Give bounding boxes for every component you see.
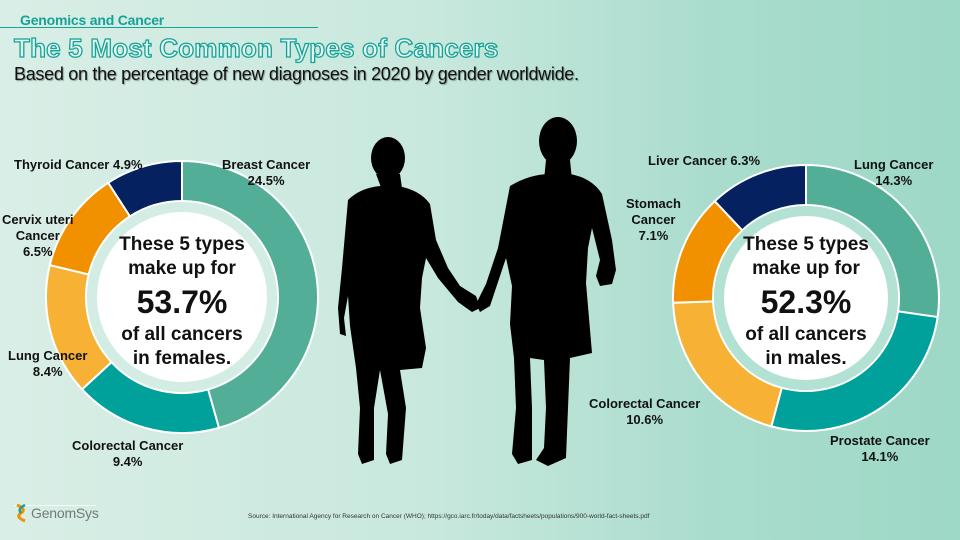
male-center-line3: of all cancers — [745, 324, 867, 345]
logo-text: GenomSys — [31, 505, 99, 521]
label-breast-cancer: Breast Cancer 24.5% — [222, 157, 311, 188]
female-center-line3: of all cancers — [121, 324, 243, 345]
page-subtitle: Based on the percentage of new diagnoses… — [14, 64, 579, 84]
couple-silhouette — [330, 108, 620, 478]
female-donut-svg — [45, 160, 319, 434]
female-total-percent: 53.7% — [136, 284, 228, 320]
label-lung-cancer-male: Lung Cancer 14.3% — [854, 157, 934, 188]
source-citation: Source: International Agency for Researc… — [248, 513, 650, 520]
logo-divider — [14, 505, 96, 506]
male-total-percent: 52.3% — [760, 284, 852, 320]
kicker-divider — [0, 27, 318, 28]
label-lung-cancer-female: Lung Cancer 8.4% — [8, 348, 88, 379]
female-donut-chart — [45, 160, 319, 434]
female-center-line1: These 5 types — [119, 234, 245, 255]
label-colorectal-cancer-female: Colorectal Cancer 9.4% — [72, 438, 184, 469]
female-center-line2: make up for — [128, 258, 236, 279]
female-center-summary: These 5 types make up for 53.7% of all c… — [102, 233, 262, 371]
female-center-line4: in females. — [132, 348, 232, 369]
dna-helix-icon — [16, 503, 26, 523]
male-donut-chart — [672, 164, 940, 432]
page-title: The 5 Most Common Types of Cancers — [13, 32, 499, 63]
male-center-line1: These 5 types — [743, 234, 869, 255]
couple-silhouette-icon — [338, 117, 616, 466]
label-cervix-cancer: Cervix uteri Cancer 6.5% — [2, 212, 74, 259]
label-stomach-cancer: Stomach Cancer 7.1% — [626, 196, 681, 243]
genomsys-logo: GenomSys — [14, 503, 99, 523]
female-donut-segment-breast-cancer — [181, 160, 319, 430]
male-donut-center-hole — [724, 216, 888, 380]
label-colorectal-cancer-male: Colorectal Cancer 10.6% — [589, 396, 701, 427]
male-center-summary: These 5 types make up for 52.3% of all c… — [726, 233, 886, 371]
female-donut-center-hole — [97, 212, 267, 382]
label-liver-cancer: Liver Cancer 6.3% — [648, 153, 761, 168]
male-donut-svg — [672, 164, 940, 432]
male-center-line2: make up for — [752, 258, 860, 279]
male-donut-segment-liver-cancer — [713, 164, 807, 232]
male-center-line4: in males. — [765, 348, 847, 369]
female-donut-segment-thyroid-cancer — [106, 160, 183, 218]
section-kicker: Genomics and Cancer — [20, 12, 165, 28]
label-prostate-cancer: Prostate Cancer 14.1% — [830, 433, 930, 464]
label-thyroid-cancer: Thyroid Cancer 4.9% — [14, 157, 143, 172]
